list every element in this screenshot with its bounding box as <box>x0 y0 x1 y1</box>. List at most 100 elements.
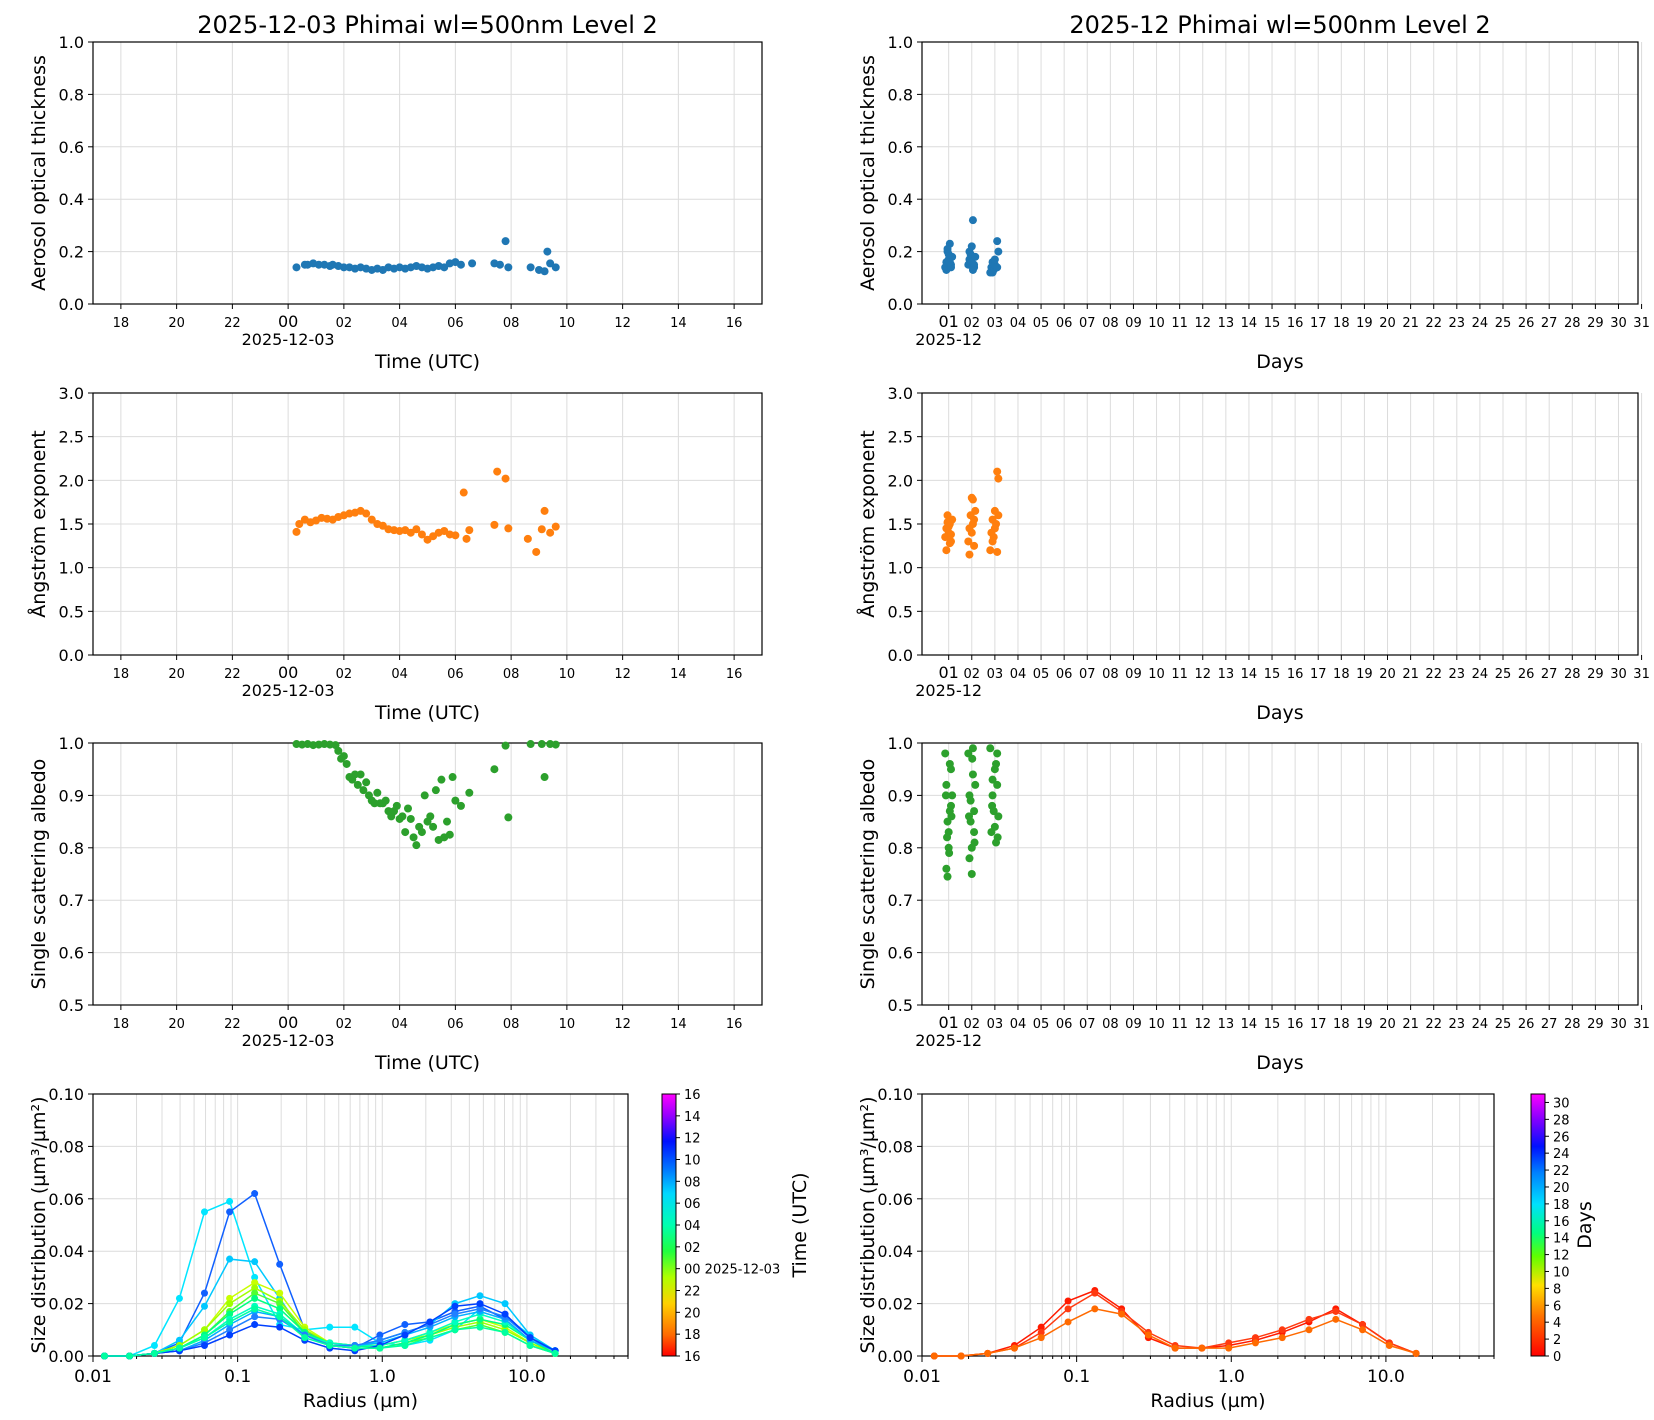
colorbar-tick-label: 04 <box>684 1219 701 1234</box>
colorbar-tick-label: 12 <box>684 1132 701 1147</box>
x-tick-label: 05 <box>1033 316 1050 331</box>
data-point <box>459 488 468 497</box>
data-point <box>403 804 412 813</box>
series-point <box>476 1315 484 1323</box>
data-point <box>351 770 360 779</box>
colorbar-label: Time (UTC) <box>789 1172 811 1278</box>
y-axis-label: Aerosol optical thickness <box>28 55 50 291</box>
x-tick-label: 29 <box>1587 316 1604 331</box>
series-point <box>1010 1344 1018 1352</box>
series-point <box>1144 1331 1152 1339</box>
x-tick-label: 1.0 <box>369 1367 396 1387</box>
data-point <box>451 531 460 540</box>
x-tick-label: 12 <box>614 316 631 331</box>
data-point <box>970 838 979 847</box>
panel-5: 0.5 0.6 0.7 0.8 0.9 1.0 18 20 22 00 02 04 06 08 10 12 14… <box>28 734 763 1074</box>
series-point <box>957 1352 965 1360</box>
data-point <box>968 216 977 225</box>
y-tick-label: 0.8 <box>888 85 913 104</box>
x-tick-label: 00 <box>278 312 298 331</box>
data-point <box>948 791 957 800</box>
data-point <box>537 740 546 749</box>
x-tick-label: 20 <box>168 667 185 682</box>
data-point <box>965 854 974 863</box>
data-point <box>359 786 368 795</box>
series-point <box>376 1344 384 1352</box>
series-point <box>226 1255 234 1263</box>
series-point <box>276 1300 284 1308</box>
data-point <box>965 550 974 559</box>
colorbar-tick-label: 18 <box>1553 1198 1570 1213</box>
data-point <box>493 467 502 476</box>
x-tick-label: 16 <box>726 316 743 331</box>
series-point <box>476 1323 484 1331</box>
colorbar-tick-label: 26 <box>1553 1130 1570 1145</box>
x-tick-label: 29 <box>1587 667 1604 682</box>
x-tick-label: 30 <box>1610 316 1627 331</box>
y-tick-label: 0.04 <box>48 1242 84 1261</box>
data-point <box>353 780 362 789</box>
data-point <box>540 267 549 276</box>
series-point <box>501 1310 509 1318</box>
data-point <box>546 259 555 268</box>
x-date-label: 2025-12 <box>915 681 982 700</box>
y-tick-label: 0.8 <box>888 839 913 858</box>
data-point <box>966 796 975 805</box>
colorbar-tick-label: 22 <box>1553 1164 1570 1179</box>
data-point <box>993 547 1002 556</box>
x-tick-label: 28 <box>1564 316 1581 331</box>
y-tick-label: 0.08 <box>877 1137 913 1156</box>
panel-6: 0.5 0.6 0.7 0.8 0.9 1.0 01 02 03 04 05 06 07 08 09 10 11… <box>857 734 1650 1074</box>
colorbar-tick-label: 10 <box>684 1154 701 1169</box>
data-point <box>967 528 976 537</box>
x-tick-label: 12 <box>1194 1017 1211 1032</box>
series-point <box>1037 1328 1045 1336</box>
x-tick-label: 23 <box>1449 1017 1466 1032</box>
y-tick-label: 2.0 <box>59 471 84 490</box>
data-point <box>417 530 426 539</box>
series-point <box>200 1208 208 1216</box>
series-point <box>200 1289 208 1297</box>
data-point <box>994 247 1003 256</box>
series-point <box>276 1260 284 1268</box>
x-tick-label: 31 <box>1633 316 1650 331</box>
y-tick-label: 3.0 <box>59 384 84 403</box>
data-point <box>295 520 304 528</box>
x-tick-label: 0.1 <box>1063 1367 1090 1387</box>
x-tick-label: 07 <box>1079 316 1096 331</box>
x-tick-label: 15 <box>1264 316 1281 331</box>
x-date-label: 2025-12-03 <box>242 1031 335 1050</box>
data-point <box>988 268 997 277</box>
colorbar-tick-label: 8 <box>1553 1282 1561 1297</box>
series-line-t2 <box>104 1192 556 1357</box>
x-tick-label: 14 <box>670 316 687 331</box>
series-point <box>251 1289 259 1297</box>
y-tick-label: 3.0 <box>888 384 913 403</box>
series-point <box>226 1310 234 1318</box>
x-tick-label: 19 <box>1356 667 1373 682</box>
data-point <box>942 864 951 873</box>
colorbar-tick-label: 12 <box>1553 1249 1570 1264</box>
x-tick-label: 25 <box>1495 316 1512 331</box>
x-tick-label: 04 <box>391 316 408 331</box>
x-tick-label: 10 <box>1148 1017 1165 1032</box>
series-point <box>451 1310 459 1318</box>
data-point <box>504 263 513 272</box>
series-point <box>451 1302 459 1310</box>
series-point <box>1359 1321 1367 1329</box>
x-date-label: 2025-12 <box>915 1031 982 1050</box>
series-point <box>276 1323 284 1331</box>
series-point <box>401 1342 409 1350</box>
y-tick-label: 0.7 <box>59 891 84 910</box>
x-tick-label: 12 <box>1194 667 1211 682</box>
colorbar-tick-label: 6 <box>1553 1299 1561 1314</box>
x-tick-label: 09 <box>1125 1017 1142 1032</box>
series-point <box>401 1331 409 1339</box>
x-tick-label: 18 <box>1333 667 1350 682</box>
series-point <box>326 1342 334 1350</box>
data-point <box>945 849 954 858</box>
series-point <box>251 1305 259 1313</box>
data-point <box>417 828 426 837</box>
data-point <box>968 495 977 504</box>
data-point <box>941 749 950 758</box>
